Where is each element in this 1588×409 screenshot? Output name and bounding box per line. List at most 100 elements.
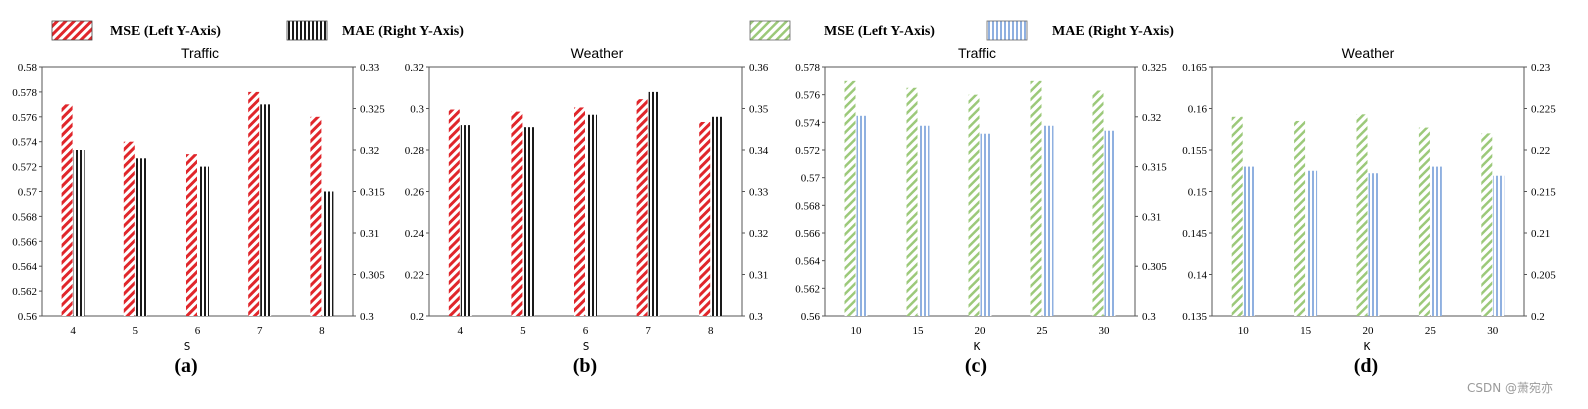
legend-swatch-mse-red <box>51 20 93 41</box>
y-left-tick-label: 0.3 <box>410 104 424 116</box>
x-tick-label: 7 <box>645 325 651 337</box>
y-left-tick-label: 0.564 <box>12 261 37 273</box>
x-tick-label: 25 <box>1037 325 1049 337</box>
y-left-tick-label: 0.24 <box>405 228 425 240</box>
y-left-tick-label: 0.145 <box>1182 228 1207 240</box>
bar-mae <box>322 191 334 316</box>
bar-mae <box>1430 166 1442 316</box>
y-left-tick-label: 0.28 <box>405 145 425 157</box>
bar-mae <box>260 104 272 316</box>
x-tick-label: 6 <box>583 325 589 337</box>
x-axis-label: K <box>1364 340 1371 353</box>
y-right-tick-label: 0.305 <box>1142 261 1167 273</box>
y-left-tick-label: 0.56 <box>18 311 38 323</box>
y-left-tick-label: 0.566 <box>795 228 820 240</box>
x-tick-label: 4 <box>458 325 464 337</box>
y-left-tick-label: 0.58 <box>18 62 38 74</box>
y-left-tick-label: 0.566 <box>12 236 37 248</box>
legend-right: MSE (Left Y-Axis) MAE (Right Y-Axis) <box>749 20 1174 41</box>
bar-mae <box>1243 166 1255 316</box>
bar-mae <box>918 125 930 316</box>
chart-panel-2: Weather 0.2 0.22 0.24 0.26 0.28 0.3 0.32 0.3 0.31… <box>405 45 769 377</box>
bar-mse <box>1481 133 1493 316</box>
y-left-tick-label: 0.14 <box>1188 270 1208 282</box>
x-tick-label: 15 <box>1300 325 1312 337</box>
y-right-tick-label: 0.31 <box>1142 211 1161 223</box>
y-left-tick-label: 0.15 <box>1188 187 1208 199</box>
x-tick-label: 10 <box>1238 325 1250 337</box>
panel-label: (d) <box>1354 355 1378 377</box>
y-right-tick-label: 0.21 <box>1531 228 1550 240</box>
y-right-tick-label: 0.33 <box>360 62 380 74</box>
panel-label: (b) <box>573 355 597 377</box>
legend-label: MAE (Right Y-Axis) <box>342 24 464 39</box>
bar-mse <box>636 99 648 316</box>
bar-mae <box>73 150 85 316</box>
chart-panels: Traffic0.560.5620.5640.5660.5680.570.572… <box>12 45 1556 377</box>
y-left-tick-label: 0.576 <box>12 112 37 124</box>
y-right-tick-label: 0.3 <box>749 311 763 323</box>
bar-mse <box>248 91 260 317</box>
x-tick-label: 20 <box>975 325 987 337</box>
bar-mse <box>1356 114 1368 316</box>
legend-swatch-mae-black <box>286 20 328 41</box>
bar-mae <box>198 166 209 316</box>
y-right-tick-label: 0.325 <box>1142 62 1167 74</box>
y-left-tick-label: 0.57 <box>801 173 821 185</box>
y-left-tick-label: 0.2 <box>410 311 424 323</box>
bar-mse <box>123 141 135 316</box>
bar-mse <box>1231 116 1243 316</box>
y-left-tick-label: 0.57 <box>18 187 38 199</box>
y-right-tick-label: 0.225 <box>1531 104 1556 116</box>
y-left-tick-label: 0.568 <box>12 211 37 223</box>
y-right-tick-label: 0.22 <box>1531 145 1550 157</box>
y-left-tick-label: 0.26 <box>405 187 425 199</box>
y-right-tick-label: 0.2 <box>1531 311 1545 323</box>
bar-mse <box>1294 120 1306 316</box>
x-tick-label: 10 <box>851 325 863 337</box>
x-tick-label: 6 <box>195 325 201 337</box>
bar-mse <box>310 116 322 316</box>
bar-mae <box>135 158 147 316</box>
y-left-tick-label: 0.32 <box>405 62 424 74</box>
bar-mae <box>1368 173 1380 316</box>
legend-label: MSE (Left Y-Axis) <box>110 24 221 39</box>
bar-mae <box>856 115 868 316</box>
legend-swatch-mae-blue <box>986 20 1028 41</box>
bar-mae <box>1042 125 1054 316</box>
x-axis-label: K <box>974 340 981 353</box>
y-left-tick-label: 0.564 <box>795 256 820 268</box>
x-tick-label: 5 <box>520 325 526 337</box>
x-axis-label: S <box>184 340 191 353</box>
bar-mae <box>1104 130 1116 316</box>
chart-panel-4: Weather 0.135 0.14 0.145 0.15 0.155 0.16 0.165 0… <box>1182 45 1556 377</box>
x-tick-label: 8 <box>708 325 714 337</box>
bar-mse <box>968 94 980 317</box>
y-left-tick-label: 0.135 <box>1182 311 1207 323</box>
y-right-tick-label: 0.315 <box>1142 162 1167 174</box>
bar-mae <box>980 133 992 316</box>
y-left-tick-label: 0.578 <box>795 62 820 74</box>
y-left-tick-label: 0.165 <box>1182 62 1207 74</box>
bar-mse <box>844 80 856 316</box>
y-right-tick-label: 0.34 <box>749 145 769 157</box>
x-tick-label: 15 <box>913 325 925 337</box>
y-left-tick-label: 0.155 <box>1182 145 1207 157</box>
bar-mae <box>1306 170 1318 316</box>
bar-mse <box>1030 80 1042 316</box>
x-tick-label: 4 <box>70 325 76 337</box>
chart-title: Weather <box>571 45 624 61</box>
y-left-tick-label: 0.568 <box>795 200 820 212</box>
y-left-tick-label: 0.56 <box>801 311 821 323</box>
legend-left: MSE (Left Y-Axis) MAE (Right Y-Axis) <box>51 20 464 41</box>
y-right-tick-label: 0.315 <box>360 187 385 199</box>
panel-label: (c) <box>965 355 987 377</box>
watermark: CSDN @萧宛亦 <box>1467 380 1553 395</box>
x-tick-label: 7 <box>257 325 263 337</box>
bar-mae <box>586 114 597 316</box>
x-tick-label: 30 <box>1099 325 1111 337</box>
y-left-tick-label: 0.574 <box>12 137 37 149</box>
chart-title: Traffic <box>181 45 219 61</box>
bar-mse <box>906 87 918 316</box>
y-right-tick-label: 0.32 <box>360 145 379 157</box>
